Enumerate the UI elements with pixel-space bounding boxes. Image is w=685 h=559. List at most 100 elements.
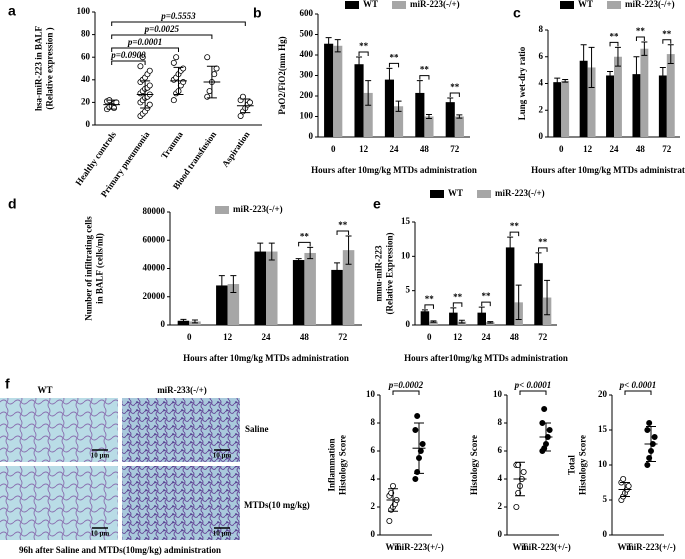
p-bracket bbox=[111, 47, 179, 52]
bar bbox=[561, 80, 570, 137]
x-tick-label: 48 bbox=[636, 144, 646, 154]
y-tick-label: 5 bbox=[406, 285, 411, 295]
sig-bracket bbox=[662, 39, 672, 44]
sig-label: ** bbox=[453, 292, 463, 302]
sd-bar bbox=[646, 426, 656, 462]
sig-label: ** bbox=[338, 220, 348, 230]
y-tick-label: 40000 bbox=[143, 263, 166, 273]
x-axis-label: Hours after 10mg/kg MTDs administration bbox=[183, 353, 349, 363]
bar bbox=[505, 247, 515, 325]
data-point bbox=[389, 482, 396, 489]
histology-image bbox=[122, 398, 240, 462]
bar bbox=[254, 251, 266, 325]
bar bbox=[486, 322, 495, 325]
sd-bar bbox=[388, 488, 398, 512]
data-point bbox=[206, 88, 213, 95]
sig-label: ** bbox=[425, 294, 435, 304]
data-point bbox=[412, 475, 419, 482]
y-tick-label: 20 bbox=[598, 389, 608, 399]
p-value: p< 0.0001 bbox=[619, 380, 657, 390]
y-tick-label: 2 bbox=[498, 501, 503, 511]
y-tick-label: 6 bbox=[371, 445, 376, 455]
column-label: miR-233(-/+) bbox=[157, 385, 207, 395]
y-tick-label: 40 bbox=[81, 74, 91, 84]
error-bar bbox=[230, 275, 237, 294]
y-axis-label: hsa-miR-223 in BALF bbox=[34, 25, 44, 111]
y-tick-label: 2 bbox=[371, 501, 376, 511]
y-tick-label: 100 bbox=[300, 111, 314, 121]
bar bbox=[445, 102, 455, 137]
error-bar bbox=[180, 318, 187, 323]
y-tick-label: 20000 bbox=[143, 291, 166, 301]
y-tick-label: 0 bbox=[498, 529, 503, 539]
legend-label: WT bbox=[448, 188, 463, 198]
bar bbox=[324, 43, 334, 137]
y-tick-label: 6 bbox=[498, 445, 503, 455]
panel-letter: d bbox=[8, 196, 17, 212]
y-tick-label: 4 bbox=[498, 473, 503, 483]
p-bracket bbox=[624, 390, 652, 395]
error-bar bbox=[365, 80, 372, 106]
scale-label: 10 μm bbox=[91, 530, 110, 538]
p-value: p=0.0001 bbox=[127, 37, 162, 47]
row-label: Saline bbox=[245, 424, 269, 434]
legend-label: miR-223(-/+) bbox=[495, 188, 545, 198]
p-value: p=0.5553 bbox=[160, 11, 196, 21]
y-axis-label: mmu-miR-223 bbox=[374, 245, 384, 301]
error-bar bbox=[386, 67, 393, 92]
data-point bbox=[211, 71, 218, 78]
sig-bracket bbox=[609, 41, 619, 47]
sig-bracket bbox=[358, 51, 369, 57]
data-point bbox=[137, 63, 144, 70]
y-tick-label: 0 bbox=[539, 131, 544, 141]
bar bbox=[632, 74, 641, 137]
bar bbox=[304, 252, 316, 325]
y-tick-label: 0 bbox=[161, 319, 166, 329]
y-tick-label: 8 bbox=[498, 417, 503, 427]
data-point bbox=[412, 426, 419, 433]
y-axis-label: Number of infiltrating cells bbox=[84, 216, 94, 321]
y-tick-label: 6 bbox=[539, 51, 544, 61]
data-point bbox=[388, 489, 395, 496]
error-bar bbox=[345, 235, 352, 265]
y-tick-label: 8 bbox=[539, 24, 544, 34]
data-point bbox=[204, 93, 211, 100]
x-tick-label: 24 bbox=[482, 332, 492, 342]
error-bar bbox=[554, 77, 561, 87]
legend-swatch bbox=[560, 1, 574, 9]
y-tick-label: 10 bbox=[366, 389, 376, 399]
data-point bbox=[541, 405, 548, 412]
error-bar bbox=[659, 66, 666, 84]
bar bbox=[429, 321, 438, 325]
data-point bbox=[246, 99, 253, 106]
legend-swatch bbox=[345, 1, 359, 9]
data-point bbox=[646, 419, 653, 426]
sig-label: ** bbox=[510, 221, 520, 231]
bar bbox=[424, 116, 434, 137]
p-value: p=0.0002 bbox=[388, 380, 424, 390]
error-bar bbox=[334, 39, 341, 53]
y-tick-label: 80 bbox=[81, 29, 91, 39]
sig-label: ** bbox=[662, 29, 672, 39]
error-bar bbox=[395, 100, 402, 112]
legend-swatch bbox=[477, 190, 492, 198]
data-point bbox=[620, 475, 627, 482]
bar bbox=[363, 92, 373, 137]
p-bracket bbox=[519, 390, 547, 395]
sig-bracket bbox=[635, 36, 645, 42]
data-point bbox=[146, 82, 153, 89]
y-tick-label: 5 bbox=[603, 494, 608, 504]
error-bar bbox=[257, 242, 264, 261]
bar bbox=[394, 106, 404, 137]
y-axis-label: Histology Score bbox=[338, 435, 348, 495]
error-bar bbox=[356, 56, 363, 72]
bar bbox=[658, 75, 667, 137]
error-bar bbox=[607, 70, 614, 80]
sig-bracket bbox=[481, 301, 491, 307]
data-point bbox=[170, 97, 177, 104]
y-tick-label: 0 bbox=[406, 319, 411, 329]
legend-label: miR-223(-/+) bbox=[410, 0, 460, 9]
x-tick-label: 12 bbox=[583, 144, 593, 154]
y-tick-label: 500 bbox=[300, 29, 314, 39]
x-tick-label: miR-223(+/-) bbox=[521, 542, 571, 552]
